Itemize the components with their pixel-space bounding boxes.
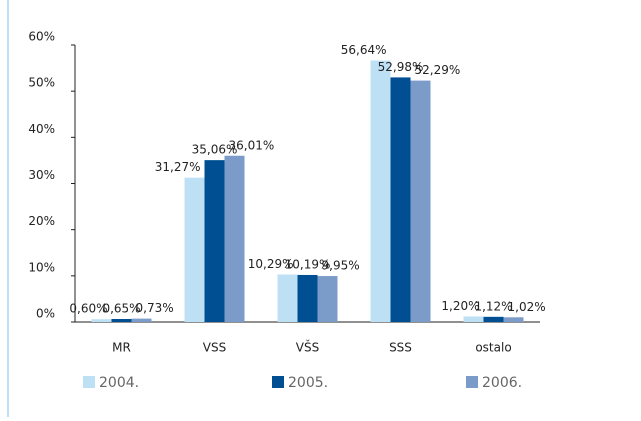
data-label: 35,06% (192, 143, 238, 157)
bar (410, 80, 431, 322)
bar (184, 177, 205, 322)
bar (204, 160, 225, 322)
data-label: 1,12% (474, 299, 512, 313)
legend-label: 2004. (99, 375, 139, 391)
legend-label: 2006. (482, 375, 522, 391)
data-label: 52,98% (378, 60, 424, 74)
data-label: 0,65% (102, 301, 140, 315)
data-label: 1,20% (441, 299, 479, 313)
bar (224, 155, 245, 322)
y-tick-label: 20% (28, 214, 55, 228)
legend-swatch (83, 376, 95, 388)
bar (111, 318, 132, 322)
bar (463, 316, 484, 322)
x-tick-label: MR (112, 341, 131, 355)
y-tick-label: 30% (28, 168, 55, 182)
y-tick-label: 50% (28, 76, 55, 90)
legend-label: 2005. (288, 375, 328, 391)
y-tick-label: 40% (28, 122, 55, 136)
bar (297, 274, 318, 322)
y-tick-label: 60% (28, 30, 55, 44)
y-tick-label: 10% (28, 260, 55, 274)
bar (91, 319, 112, 322)
data-label: 52,29% (415, 63, 461, 77)
x-tick-label: SSS (389, 341, 412, 355)
bar (503, 317, 524, 322)
bar (483, 316, 504, 322)
data-label: 10,29% (248, 257, 294, 271)
bar (317, 276, 338, 322)
x-tick-label: VSS (203, 341, 226, 355)
bar (277, 274, 298, 322)
data-label: 56,64% (341, 43, 387, 57)
data-label: 9,95% (322, 259, 360, 273)
y-tick-label: 0% (36, 307, 55, 321)
data-label: 10,19% (285, 257, 331, 271)
bar (370, 60, 391, 323)
bar (390, 77, 411, 322)
data-label: 31,27% (155, 160, 201, 174)
legend-swatch (466, 376, 478, 388)
x-tick-label: ostalo (475, 341, 511, 355)
data-label: 36,01% (229, 138, 275, 152)
data-label: 0,73% (136, 301, 174, 315)
x-tick-label: VŠS (296, 340, 319, 355)
data-label: 1,02% (508, 300, 546, 314)
legend-swatch (272, 376, 284, 388)
data-label: 0,60% (69, 302, 107, 316)
bar (131, 318, 152, 322)
